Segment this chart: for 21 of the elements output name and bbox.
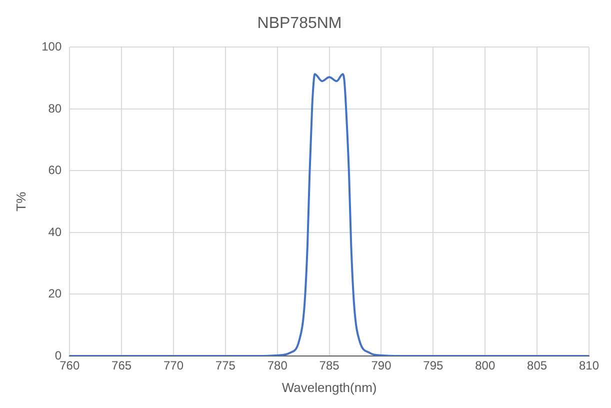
y-tick-label: 0 (54, 348, 62, 362)
x-axis-title: Wavelength(nm) (282, 380, 377, 395)
chart-title: NBP785NM (257, 15, 342, 32)
y-axis-title: T% (13, 191, 28, 212)
x-tick-label: 775 (215, 358, 236, 373)
y-tick-label: 60 (48, 163, 62, 178)
line-series (70, 73, 589, 356)
x-tick-label: 785 (319, 358, 340, 373)
y-tick-label: 100 (42, 40, 62, 54)
x-tick-label: 780 (267, 358, 288, 373)
x-tick-label: 760 (60, 358, 80, 373)
x-tick-label: 770 (163, 358, 184, 373)
y-tick-label: 40 (48, 224, 62, 239)
x-tick-label: 800 (475, 358, 496, 373)
y-tick-label: 80 (48, 101, 62, 116)
x-tick-label: 790 (371, 358, 392, 373)
x-tick-label: 810 (578, 358, 600, 373)
x-tick-label: 765 (112, 358, 132, 373)
x-tick-label: 805 (527, 358, 548, 373)
x-tick-label: 795 (423, 358, 444, 373)
y-tick-label: 20 (48, 286, 62, 301)
